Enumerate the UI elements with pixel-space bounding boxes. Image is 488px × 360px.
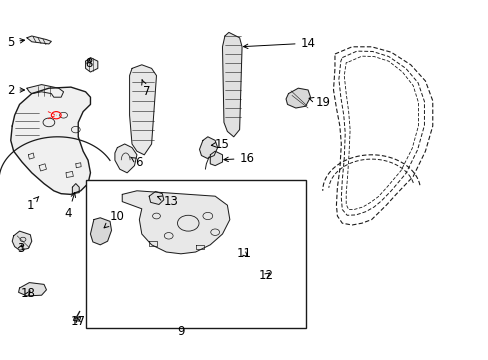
Polygon shape [12,231,32,250]
Polygon shape [85,58,98,72]
Text: 8: 8 [85,57,93,69]
Text: 12: 12 [259,269,273,282]
Text: 1: 1 [26,197,39,212]
Text: 13: 13 [157,195,178,208]
Polygon shape [72,184,79,194]
Text: 3: 3 [17,242,24,255]
Text: 15: 15 [211,138,229,150]
Polygon shape [264,263,282,278]
Polygon shape [90,218,111,245]
Text: 7: 7 [142,80,150,98]
Text: 10: 10 [104,210,124,228]
Polygon shape [11,87,90,194]
Polygon shape [149,192,163,204]
Bar [85,180,305,328]
Polygon shape [115,144,137,173]
Text: 17: 17 [71,315,85,328]
Text: 16: 16 [224,152,254,165]
Polygon shape [129,65,156,155]
Text: 5: 5 [7,36,24,49]
Text: 9: 9 [177,325,184,338]
Polygon shape [122,191,229,254]
Polygon shape [27,36,51,44]
Polygon shape [199,137,217,158]
Text: 14: 14 [243,37,315,50]
Polygon shape [19,283,46,296]
Polygon shape [27,85,63,97]
Polygon shape [285,88,310,108]
Text: 18: 18 [21,287,36,300]
Text: 2: 2 [7,84,24,96]
Text: 4: 4 [64,193,75,220]
Polygon shape [210,151,222,166]
Polygon shape [222,32,242,137]
Text: 6: 6 [130,156,143,169]
Text: 19: 19 [308,96,329,109]
Text: 11: 11 [237,247,251,260]
Polygon shape [73,317,81,321]
Polygon shape [239,245,263,268]
